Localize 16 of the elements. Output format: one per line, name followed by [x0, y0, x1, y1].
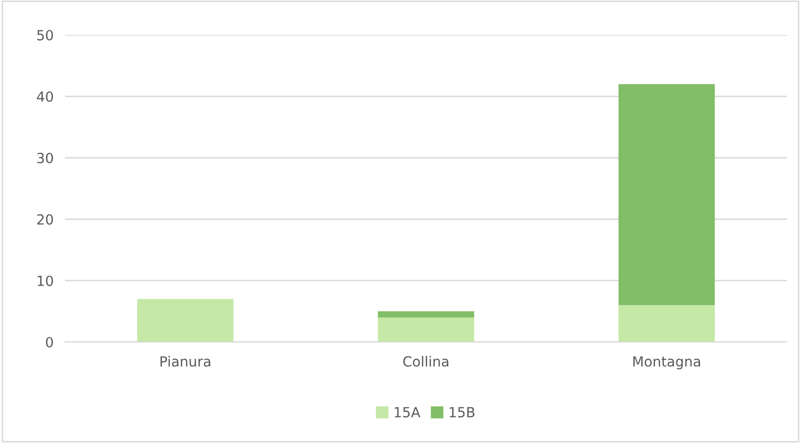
y-tick-label: 20 — [37, 214, 53, 225]
x-tick-label: Pianura — [160, 356, 210, 367]
bar — [378, 317, 474, 342]
bar — [378, 311, 474, 318]
y-tick-label: 40 — [36, 91, 53, 102]
x-tick-label: Collina — [403, 356, 448, 367]
y-tick-label: 10 — [38, 276, 53, 286]
y-tick-label: 0 — [46, 336, 53, 348]
x-tick-label: Montagna — [633, 356, 700, 370]
legend-label: 15B — [450, 407, 474, 418]
bar — [618, 305, 715, 342]
legend-label: 15A — [394, 407, 420, 418]
y-tick-label: 50 — [37, 30, 53, 40]
y-tick-label: 30 — [37, 152, 53, 164]
bar — [137, 299, 234, 342]
bar — [618, 84, 715, 306]
